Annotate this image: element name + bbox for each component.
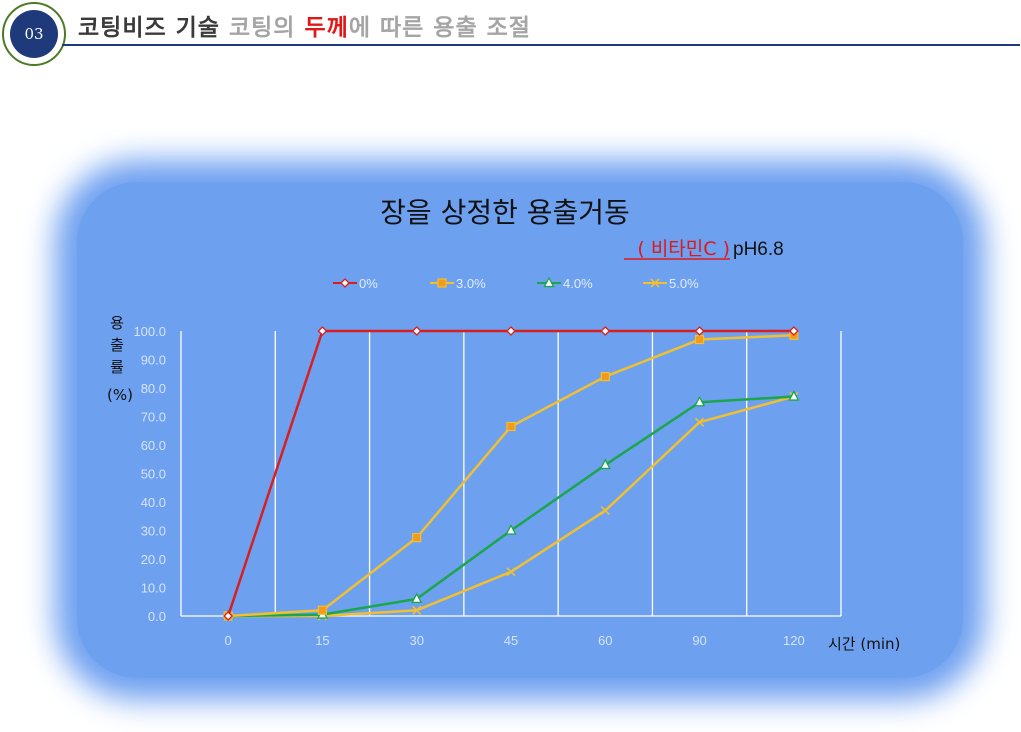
data-point-marker (600, 372, 610, 382)
chart-legend: 0% 3.0% 4.0% 5.0% (333, 276, 699, 291)
legend-item: 0% (333, 276, 378, 291)
data-point-marker (543, 276, 555, 288)
legend-item: 3.0% (430, 276, 486, 291)
x-tick-label: 60 (598, 633, 612, 648)
data-point-marker (223, 611, 234, 621)
data-point-marker (599, 458, 611, 470)
data-point-marker (600, 326, 611, 336)
x-tick-label: 30 (409, 633, 423, 648)
x-axis-label: 시간 (min) (828, 635, 900, 653)
data-point-marker (411, 592, 423, 604)
data-point-marker (506, 421, 516, 432)
data-point-marker (340, 278, 350, 288)
chart-subtitle-vitamin: ( 비타민C ) (637, 238, 730, 260)
data-point-marker (694, 334, 705, 345)
legend-item: 4.0% (537, 276, 593, 291)
series-line (226, 329, 794, 617)
series-line (228, 334, 794, 618)
legend-label: 4.0% (563, 276, 593, 291)
data-point-marker (788, 326, 799, 336)
legend-item: 5.0% (643, 276, 699, 291)
data-point-marker (317, 605, 328, 615)
y-axis-ticks: 0.0 10.0 20.0 30.0 40.0 50.0 60.0 70.0 80.0 90.0 1… (133, 324, 166, 624)
x-tick-label: 15 (315, 633, 329, 648)
legend-label: 3.0% (456, 276, 486, 291)
legend-label: 5.0% (669, 276, 699, 291)
y-tick-label: 10.0 (141, 581, 166, 596)
y-tick-label: 80.0 (141, 381, 166, 396)
x-tick-label: 120 (783, 633, 805, 648)
page-title-sub-end: 에 따른 용출 조절 (348, 15, 531, 41)
y-axis-label-2: 출 (110, 336, 124, 354)
y-tick-label: 50.0 (141, 467, 166, 482)
data-point-marker (412, 605, 422, 615)
x-tick-label: 90 (692, 633, 706, 648)
data-point-marker (506, 326, 516, 336)
y-axis-label: 용 출 률 (%) (107, 314, 133, 404)
data-point-marker (317, 326, 328, 336)
header-divider (62, 44, 1020, 46)
section-number: 03 (10, 10, 58, 58)
page-title-sub: 코팅의 (228, 15, 305, 41)
data-point-marker (600, 505, 610, 516)
y-tick-label: 0.0 (148, 609, 166, 624)
data-point-marker (506, 567, 516, 577)
y-tick-label: 90.0 (141, 353, 166, 368)
data-point-marker (505, 524, 517, 535)
series-lines (222, 326, 800, 621)
x-tick-label: 0 (225, 633, 232, 648)
page-title: 코팅비즈 기술 코팅의 두께에 따른 용출 조절 (78, 8, 531, 42)
y-tick-label: 30.0 (141, 524, 166, 539)
y-tick-label: 40.0 (141, 495, 166, 510)
x-tick-label: 45 (504, 633, 518, 648)
legend-label: 0% (359, 276, 378, 291)
chart-background (55, 160, 985, 700)
chart-subtitle-ph: pH6.8 (733, 239, 784, 260)
y-tick-label: 70.0 (141, 410, 166, 425)
data-point-marker (694, 326, 705, 336)
y-axis-label-3: 률 (110, 358, 124, 376)
data-point-marker (650, 278, 660, 288)
page-title-main: 코팅비즈 기술 (78, 15, 229, 41)
series-1 (223, 330, 799, 621)
y-axis-label-1: 용 (110, 314, 124, 332)
x-axis-ticks: 0 15 30 45 60 90 120 (225, 633, 805, 648)
chart-title: 장을 상정한 용출거동 (380, 196, 630, 229)
data-point-marker (695, 417, 705, 427)
data-point-marker (788, 390, 800, 401)
data-point-marker (412, 533, 422, 543)
series-0 (223, 326, 799, 621)
data-point-marker (437, 278, 447, 288)
grid-lines (180, 331, 842, 617)
y-tick-label: 60.0 (141, 438, 166, 453)
data-point-marker (411, 326, 422, 336)
section-number-badge: 03 (2, 2, 66, 66)
y-tick-label: 20.0 (141, 552, 166, 567)
y-axis-label-4: (%) (107, 386, 133, 404)
data-point-marker (693, 395, 706, 407)
y-tick-label: 100.0 (133, 324, 166, 339)
page-title-highlight: 두께 (304, 15, 349, 41)
